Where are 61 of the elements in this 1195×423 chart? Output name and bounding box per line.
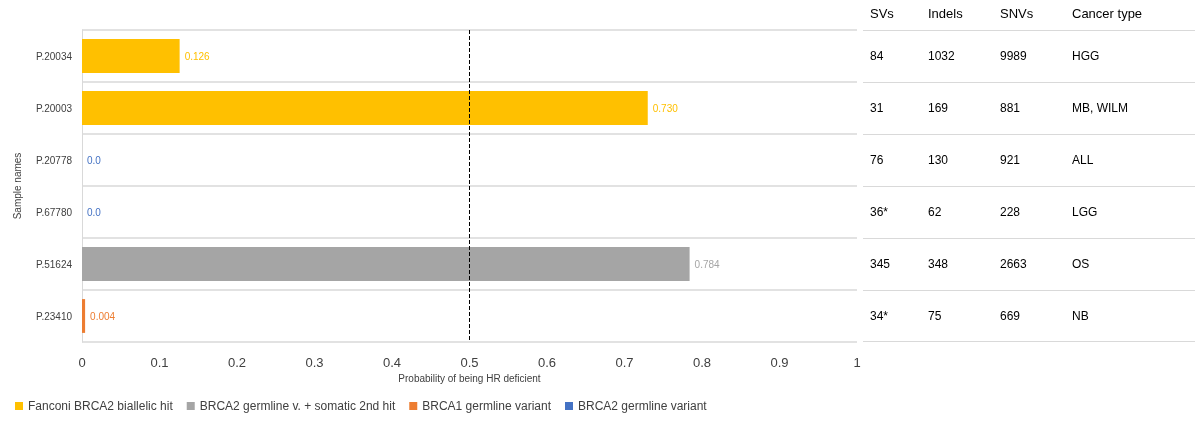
data-label: 0.004 xyxy=(90,310,116,322)
data-label: 0.0 xyxy=(87,206,102,218)
data-label: 0.730 xyxy=(652,102,679,114)
text: 228 xyxy=(1000,205,1021,219)
x-tick-label: 0.8 xyxy=(692,355,712,370)
text: 34* xyxy=(870,309,889,323)
legend-label: Fanconi BRCA2 biallelic hit xyxy=(28,399,174,413)
x-tick-label: 0.4 xyxy=(382,355,402,370)
text: OS xyxy=(1072,257,1090,271)
legend-label: BRCA2 germline variant xyxy=(577,399,708,413)
category-label: Cancer type xyxy=(1072,6,1143,21)
bar xyxy=(82,91,648,125)
x-tick-label: 0.3 xyxy=(305,355,324,370)
text: 130 xyxy=(928,153,949,167)
x-axis-title: Probability of being HR deficient xyxy=(398,373,541,385)
x-tick-label: 0 xyxy=(78,355,86,370)
x-tick-label: 0.7 xyxy=(615,355,634,370)
x-tick-label: 1 xyxy=(853,355,861,370)
text: HGG xyxy=(1072,49,1100,63)
text: 669 xyxy=(1000,309,1021,323)
x-tick-label: 0.2 xyxy=(227,355,247,370)
text: 921 xyxy=(1000,153,1021,167)
text: NB xyxy=(1072,309,1089,323)
text: MB, WILM xyxy=(1072,101,1128,115)
x-tick-label: 0.1 xyxy=(150,355,169,370)
text: 84 xyxy=(870,49,884,63)
text: 345 xyxy=(870,257,891,271)
text: 76 xyxy=(870,153,884,167)
data-label: 0.784 xyxy=(694,258,721,270)
bar xyxy=(82,247,690,281)
data-label: 0.0 xyxy=(87,154,102,166)
text: 2663 xyxy=(1000,257,1027,271)
legend-label: BRCA1 germline variant xyxy=(422,399,552,413)
text: LGG xyxy=(1072,205,1098,219)
y-tick-label: P.20034 xyxy=(36,50,73,62)
y-tick-label: P.23410 xyxy=(36,310,73,322)
text: 169 xyxy=(928,101,949,115)
category-label: SVs xyxy=(870,6,894,21)
y-tick-label: P.20778 xyxy=(36,154,73,166)
text: 1032 xyxy=(928,49,955,63)
category-label: SNVs xyxy=(1000,6,1034,21)
y-tick-label: P.20003 xyxy=(36,102,73,114)
x-tick-label: 0.6 xyxy=(537,355,557,370)
text: 881 xyxy=(1000,101,1021,115)
bar xyxy=(82,299,86,333)
text: 62 xyxy=(928,205,942,219)
category-label: Indels xyxy=(928,6,963,21)
x-tick-label: 0.5 xyxy=(460,355,479,370)
data-label: 0.126 xyxy=(184,50,211,62)
y-axis-title: Sample names xyxy=(11,152,23,220)
y-tick-label: P.67780 xyxy=(36,206,73,218)
text: 31 xyxy=(870,101,884,115)
y-tick-label: P.51624 xyxy=(36,258,73,270)
text: 36* xyxy=(870,205,889,219)
text: 348 xyxy=(928,257,949,271)
text: 75 xyxy=(928,309,942,323)
bar xyxy=(82,39,180,73)
text: ALL xyxy=(1072,153,1094,167)
x-tick-label: 0.9 xyxy=(770,355,789,370)
legend-label: BRCA2 germline v. + somatic 2nd hit xyxy=(199,399,396,413)
text: 9989 xyxy=(1000,49,1027,63)
